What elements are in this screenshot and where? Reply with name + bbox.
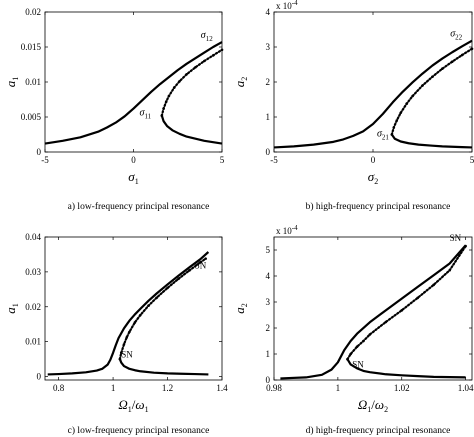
- y-tick-label: 2: [266, 323, 271, 333]
- y-tick-label: 0: [37, 147, 42, 157]
- x-axis-label: Ω1/ω2: [358, 397, 388, 414]
- x-tick-label: 5: [470, 155, 474, 165]
- y-tick-label: 1: [266, 112, 271, 122]
- series-1-line: [47, 251, 210, 376]
- annotation-label: σ22: [450, 29, 462, 42]
- y-axis-label: a1: [3, 303, 20, 314]
- chart-panel-3: 0.8 1 1.2 1.4 0 0.01 0.02 0.03 0.04 SN SN Ω1/ω1 a1 c)…: [3, 232, 228, 436]
- y-tick-label: 0: [266, 147, 271, 157]
- series-3-line: [346, 358, 466, 379]
- annotation-label: σ21: [377, 128, 389, 141]
- y-axis-label: a2: [232, 303, 249, 314]
- annotation-label: SN: [450, 233, 462, 243]
- x-tick-label: 0.8: [53, 383, 65, 393]
- x-axis-label: Ω1/ω1: [118, 397, 148, 414]
- plot-frame: [273, 236, 473, 381]
- panel-caption: c) low-frequency principal resonance: [68, 425, 210, 436]
- x-tick-label: 1.02: [394, 383, 410, 393]
- series-1-line: [273, 39, 473, 149]
- x-tick-label: 0: [371, 155, 376, 165]
- series-2-dotted-line: [160, 48, 224, 117]
- y-tick-label: 0: [37, 372, 42, 382]
- x-axis-label: σ1: [128, 169, 138, 186]
- annotation-label: SN: [121, 349, 133, 359]
- y-tick-label: 0.04: [25, 232, 41, 242]
- y-tick-label: 5: [266, 245, 271, 255]
- x-tick-label: 1.4: [216, 383, 228, 393]
- series-1-line: [44, 41, 223, 145]
- x-axis-label: σ2: [368, 169, 378, 186]
- series-2-dotted-line: [118, 257, 207, 361]
- y-tick-label: 0.02: [25, 7, 41, 17]
- y-tick-label: 0.02: [25, 302, 41, 312]
- axis-exponent-label: x 10-4: [276, 0, 298, 11]
- y-axis-label: a2: [232, 77, 249, 88]
- annotation-label: SN: [352, 360, 364, 370]
- series-2-dotted-line: [346, 245, 467, 361]
- plot-frame: [44, 236, 223, 381]
- y-tick-label: 2: [266, 77, 271, 87]
- series-3-line: [160, 115, 223, 145]
- annotation-label: σ12: [201, 30, 213, 43]
- y-tick-label: 0.015: [21, 42, 42, 52]
- x-tick-label: 1.2: [162, 383, 173, 393]
- series-2-dotted-line: [390, 47, 474, 136]
- x-tick-label: -5: [41, 155, 49, 165]
- x-tick-label: 1: [336, 383, 341, 393]
- x-tick-label: 0: [131, 155, 136, 165]
- y-tick-label: 0.01: [25, 77, 41, 87]
- chart-panel-4: 0.98 1 1.02 1.04 0 1 2 3 4 5 x 10-4 SN SN Ω1/ω2 a2 d) h…: [232, 224, 474, 436]
- y-tick-label: 0.005: [21, 112, 42, 122]
- y-tick-label: 4: [266, 271, 271, 281]
- plot-frame: [273, 11, 473, 153]
- series-3-line: [118, 358, 209, 376]
- annotation-label: σ11: [140, 108, 152, 121]
- x-tick-label: -5: [270, 155, 278, 165]
- y-tick-label: 0: [266, 375, 271, 385]
- y-tick-label: 1: [266, 349, 271, 359]
- y-tick-label: 3: [266, 297, 271, 307]
- axis-exponent-label: x 10-4: [276, 224, 298, 236]
- y-tick-label: 3: [266, 42, 271, 52]
- panel-caption: a) low-frequency principal resonance: [68, 201, 210, 212]
- panel-caption: b) high-frequency principal resonance: [306, 201, 451, 212]
- y-tick-label: 4: [266, 7, 271, 17]
- annotation-label: SN: [195, 260, 207, 270]
- plot-frame: [44, 11, 223, 153]
- series-3-line: [390, 133, 473, 149]
- x-tick-label: 1.04: [458, 383, 474, 393]
- panel-caption: d) high-frequency principal resonance: [306, 425, 451, 436]
- y-axis-label: a1: [3, 77, 20, 88]
- x-tick-label: 0.98: [266, 383, 282, 393]
- y-tick-label: 0.01: [25, 337, 41, 347]
- y-tick-label: 0.03: [25, 267, 41, 277]
- x-tick-label: 5: [220, 155, 225, 165]
- series-1-line: [280, 244, 467, 380]
- x-tick-label: 1: [111, 383, 116, 393]
